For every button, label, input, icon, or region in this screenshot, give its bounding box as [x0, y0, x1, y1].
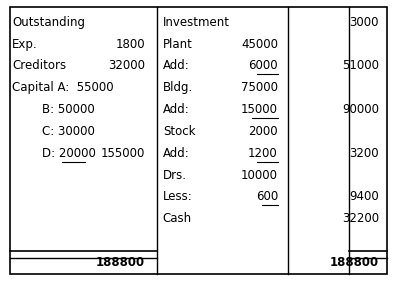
Text: 3200: 3200	[349, 147, 379, 160]
Text: Drs.: Drs.	[163, 169, 187, 182]
Text: Outstanding: Outstanding	[12, 16, 85, 29]
Text: 600: 600	[256, 191, 278, 203]
Text: Cash: Cash	[163, 212, 192, 225]
Text: 1200: 1200	[248, 147, 278, 160]
Text: B: 50000: B: 50000	[12, 103, 94, 116]
Text: Investment: Investment	[163, 16, 230, 29]
Text: 90000: 90000	[342, 103, 379, 116]
Text: 155000: 155000	[100, 147, 145, 160]
Text: 15000: 15000	[241, 103, 278, 116]
Text: Add:: Add:	[163, 103, 189, 116]
Text: 75000: 75000	[241, 81, 278, 94]
Text: Creditors: Creditors	[12, 59, 66, 72]
Text: Stock: Stock	[163, 125, 195, 138]
Text: 45000: 45000	[241, 37, 278, 51]
Text: 51000: 51000	[342, 59, 379, 72]
Text: 188800: 188800	[330, 256, 379, 269]
Text: Capital A:  55000: Capital A: 55000	[12, 81, 114, 94]
Text: 2000: 2000	[248, 125, 278, 138]
Text: 188800: 188800	[96, 256, 145, 269]
Text: 10000: 10000	[241, 169, 278, 182]
Text: 32000: 32000	[108, 59, 145, 72]
Text: 3000: 3000	[350, 16, 379, 29]
Text: Less:: Less:	[163, 191, 193, 203]
Text: Exp.: Exp.	[12, 37, 38, 51]
Text: 9400: 9400	[349, 191, 379, 203]
Text: D: 20000: D: 20000	[12, 147, 96, 160]
Text: C: 30000: C: 30000	[12, 125, 95, 138]
Text: 6000: 6000	[248, 59, 278, 72]
Text: Add:: Add:	[163, 147, 189, 160]
Text: Add:: Add:	[163, 59, 189, 72]
Text: Bldg.: Bldg.	[163, 81, 193, 94]
Text: 32200: 32200	[342, 212, 379, 225]
Text: Plant: Plant	[163, 37, 193, 51]
Text: 1800: 1800	[115, 37, 145, 51]
